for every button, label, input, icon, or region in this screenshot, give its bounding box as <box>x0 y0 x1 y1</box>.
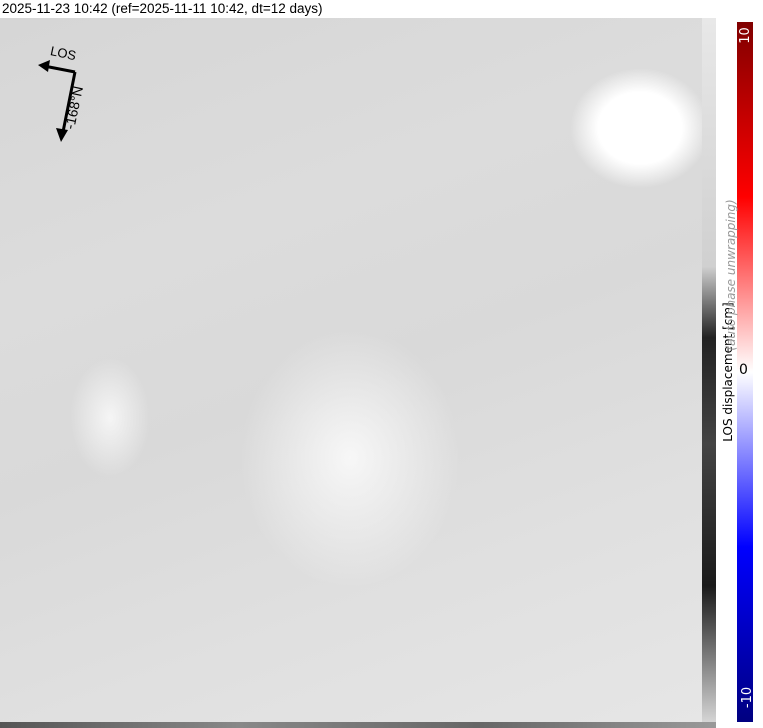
heading-arrowhead-icon <box>56 128 68 142</box>
colorbar-note: (auto phase unwrapping) <box>724 199 738 351</box>
los-arrowhead-icon <box>38 60 50 72</box>
colorbar-min-label: -10 <box>740 686 756 709</box>
los-label: LOS <box>49 43 78 63</box>
displacement-map <box>0 18 716 728</box>
map-bottom-strip <box>0 722 716 728</box>
map-title: 2025-11-23 10:42 (ref=2025-11-11 10:42, … <box>2 1 323 16</box>
los-direction-indicator: LOS -168°N <box>38 43 86 142</box>
colorbar-mid-label: 0 <box>739 362 748 378</box>
heading-arrow-line <box>61 71 77 133</box>
map-edge-strip <box>702 18 716 728</box>
heading-label: -168°N <box>61 85 86 131</box>
colorbar <box>737 22 753 722</box>
los-arrow-line <box>43 64 76 74</box>
colorbar-max-label: 10 <box>737 27 753 44</box>
